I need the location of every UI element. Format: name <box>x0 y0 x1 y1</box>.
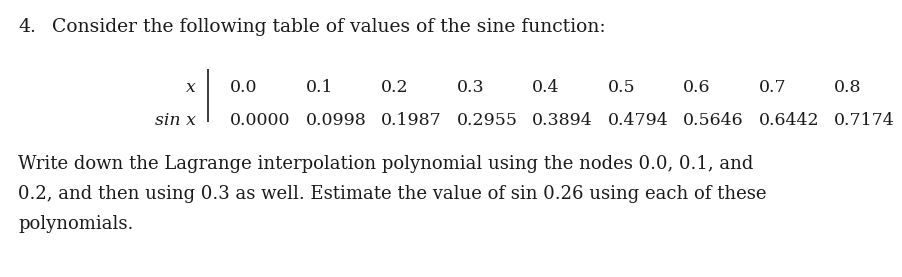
Text: 0.6: 0.6 <box>682 79 710 96</box>
Text: Write down the Lagrange interpolation polynomial using the nodes 0.0, 0.1, and: Write down the Lagrange interpolation po… <box>18 155 752 173</box>
Text: 0.0: 0.0 <box>230 79 257 96</box>
Text: 0.0000: 0.0000 <box>230 112 290 129</box>
Text: 0.7: 0.7 <box>758 79 786 96</box>
Text: 0.7174: 0.7174 <box>833 112 894 129</box>
Text: x: x <box>186 79 196 96</box>
Text: 0.2, and then using 0.3 as well. Estimate the value of sin 0.26 using each of th: 0.2, and then using 0.3 as well. Estimat… <box>18 185 766 203</box>
Text: sin x: sin x <box>155 112 196 129</box>
Text: 0.6442: 0.6442 <box>758 112 818 129</box>
Text: 0.0998: 0.0998 <box>305 112 366 129</box>
Text: Consider the following table of values of the sine function:: Consider the following table of values o… <box>52 18 605 36</box>
Text: 0.3894: 0.3894 <box>531 112 592 129</box>
Text: 0.1987: 0.1987 <box>381 112 441 129</box>
Text: 0.2955: 0.2955 <box>456 112 517 129</box>
Text: 0.8: 0.8 <box>833 79 861 96</box>
Text: 0.4794: 0.4794 <box>607 112 667 129</box>
Text: 0.1: 0.1 <box>305 79 333 96</box>
Text: 0.5646: 0.5646 <box>682 112 743 129</box>
Text: 0.2: 0.2 <box>381 79 409 96</box>
Text: 0.4: 0.4 <box>531 79 559 96</box>
Text: polynomials.: polynomials. <box>18 215 133 233</box>
Text: 4.: 4. <box>18 18 36 36</box>
Text: 0.5: 0.5 <box>607 79 634 96</box>
Text: 0.3: 0.3 <box>456 79 483 96</box>
